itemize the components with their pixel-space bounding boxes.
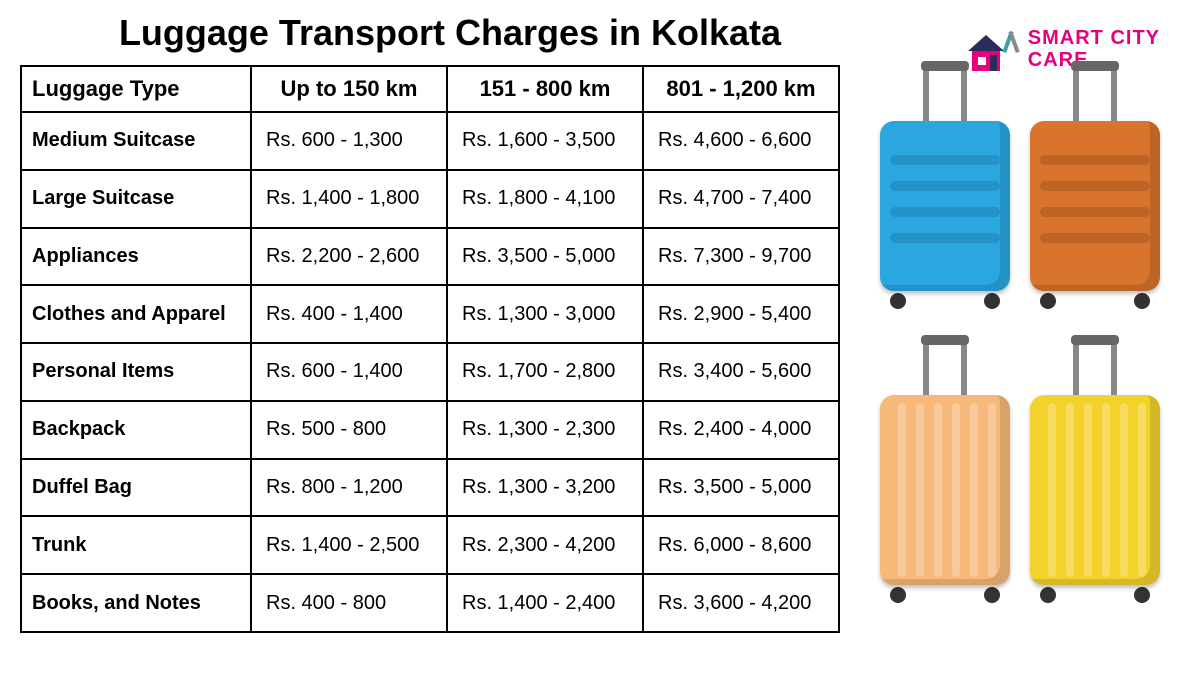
price-cell: Rs. 600 - 1,300: [251, 112, 447, 170]
table-row: Large SuitcaseRs. 1,400 - 1,800Rs. 1,800…: [21, 170, 839, 228]
price-cell: Rs. 1,400 - 1,800: [251, 170, 447, 228]
suitcase-wheels-icon: [890, 293, 1000, 309]
price-cell: Rs. 1,600 - 3,500: [447, 112, 643, 170]
table-header-row: Luggage Type Up to 150 km 151 - 800 km 8…: [21, 66, 839, 112]
window-icon: [978, 57, 986, 65]
suitcase-wheels-icon: [890, 587, 1000, 603]
luggage-type-cell: Clothes and Apparel: [21, 285, 251, 343]
price-cell: Rs. 600 - 1,400: [251, 343, 447, 401]
price-cell: Rs. 1,400 - 2,500: [251, 516, 447, 574]
price-cell: Rs. 4,700 - 7,400: [643, 170, 839, 228]
price-cell: Rs. 500 - 800: [251, 401, 447, 459]
price-cell: Rs. 800 - 1,200: [251, 459, 447, 517]
price-cell: Rs. 3,500 - 5,000: [643, 459, 839, 517]
price-cell: Rs. 1,300 - 3,200: [447, 459, 643, 517]
price-cell: Rs. 400 - 1,400: [251, 285, 447, 343]
table-row: Books, and NotesRs. 400 - 800Rs. 1,400 -…: [21, 574, 839, 632]
suitcase-wheels-icon: [1040, 587, 1150, 603]
table-row: AppliancesRs. 2,200 - 2,600Rs. 3,500 - 5…: [21, 228, 839, 286]
price-cell: Rs. 1,800 - 4,100: [447, 170, 643, 228]
charges-table: Luggage Type Up to 150 km 151 - 800 km 8…: [20, 65, 840, 633]
suitcase-wheels-icon: [1040, 293, 1150, 309]
roof-icon: [968, 35, 1004, 51]
col-range-2: 151 - 800 km: [447, 66, 643, 112]
suitcase-body-icon: [880, 395, 1010, 585]
page-title: Luggage Transport Charges in Kolkata: [60, 10, 840, 55]
luggage-type-cell: Appliances: [21, 228, 251, 286]
suitcase-handle-icon: [923, 339, 967, 399]
luggage-type-cell: Medium Suitcase: [21, 112, 251, 170]
suitcase-body-icon: [1030, 395, 1160, 585]
suitcase-handle-icon: [1073, 65, 1117, 125]
table-row: Personal ItemsRs. 600 - 1,400Rs. 1,700 -…: [21, 343, 839, 401]
luggage-type-cell: Books, and Notes: [21, 574, 251, 632]
table-row: Duffel BagRs. 800 - 1,200Rs. 1,300 - 3,2…: [21, 459, 839, 517]
table-row: Clothes and ApparelRs. 400 - 1,400Rs. 1,…: [21, 285, 839, 343]
blue-suitcase: [880, 65, 1010, 309]
yellow-suitcase: [1030, 339, 1160, 603]
suitcase-handle-icon: [923, 65, 967, 125]
suitcase-body-icon: [1030, 121, 1160, 291]
price-cell: Rs. 3,400 - 5,600: [643, 343, 839, 401]
luggage-type-cell: Large Suitcase: [21, 170, 251, 228]
luggage-type-cell: Backpack: [21, 401, 251, 459]
table-row: BackpackRs. 500 - 800Rs. 1,300 - 2,300Rs…: [21, 401, 839, 459]
col-luggage-type: Luggage Type: [21, 66, 251, 112]
price-cell: Rs. 1,700 - 2,800: [447, 343, 643, 401]
suitcase-body-icon: [880, 121, 1010, 291]
price-cell: Rs. 1,400 - 2,400: [447, 574, 643, 632]
price-cell: Rs. 3,500 - 5,000: [447, 228, 643, 286]
suitcase-handle-icon: [1073, 339, 1117, 399]
price-cell: Rs. 2,400 - 4,000: [643, 401, 839, 459]
tools-icon: [1002, 31, 1019, 53]
orange-suitcase: [1030, 65, 1160, 309]
col-range-1: Up to 150 km: [251, 66, 447, 112]
luggage-type-cell: Duffel Bag: [21, 459, 251, 517]
price-cell: Rs. 1,300 - 3,000: [447, 285, 643, 343]
price-cell: Rs. 6,000 - 8,600: [643, 516, 839, 574]
table-row: Medium SuitcaseRs. 600 - 1,300Rs. 1,600 …: [21, 112, 839, 170]
price-cell: Rs. 2,300 - 4,200: [447, 516, 643, 574]
price-cell: Rs. 1,300 - 2,300: [447, 401, 643, 459]
col-range-3: 801 - 1,200 km: [643, 66, 839, 112]
price-cell: Rs. 2,900 - 5,400: [643, 285, 839, 343]
peach-suitcase: [880, 339, 1010, 603]
brand-line1: SMART CITY: [1028, 27, 1160, 49]
luggage-type-cell: Trunk: [21, 516, 251, 574]
price-cell: Rs. 3,600 - 4,200: [643, 574, 839, 632]
suitcase-illustrations: [860, 65, 1180, 633]
price-cell: Rs. 400 - 800: [251, 574, 447, 632]
price-cell: Rs. 4,600 - 6,600: [643, 112, 839, 170]
price-cell: Rs. 2,200 - 2,600: [251, 228, 447, 286]
price-cell: Rs. 7,300 - 9,700: [643, 228, 839, 286]
luggage-type-cell: Personal Items: [21, 343, 251, 401]
table-row: TrunkRs. 1,400 - 2,500Rs. 2,300 - 4,200R…: [21, 516, 839, 574]
